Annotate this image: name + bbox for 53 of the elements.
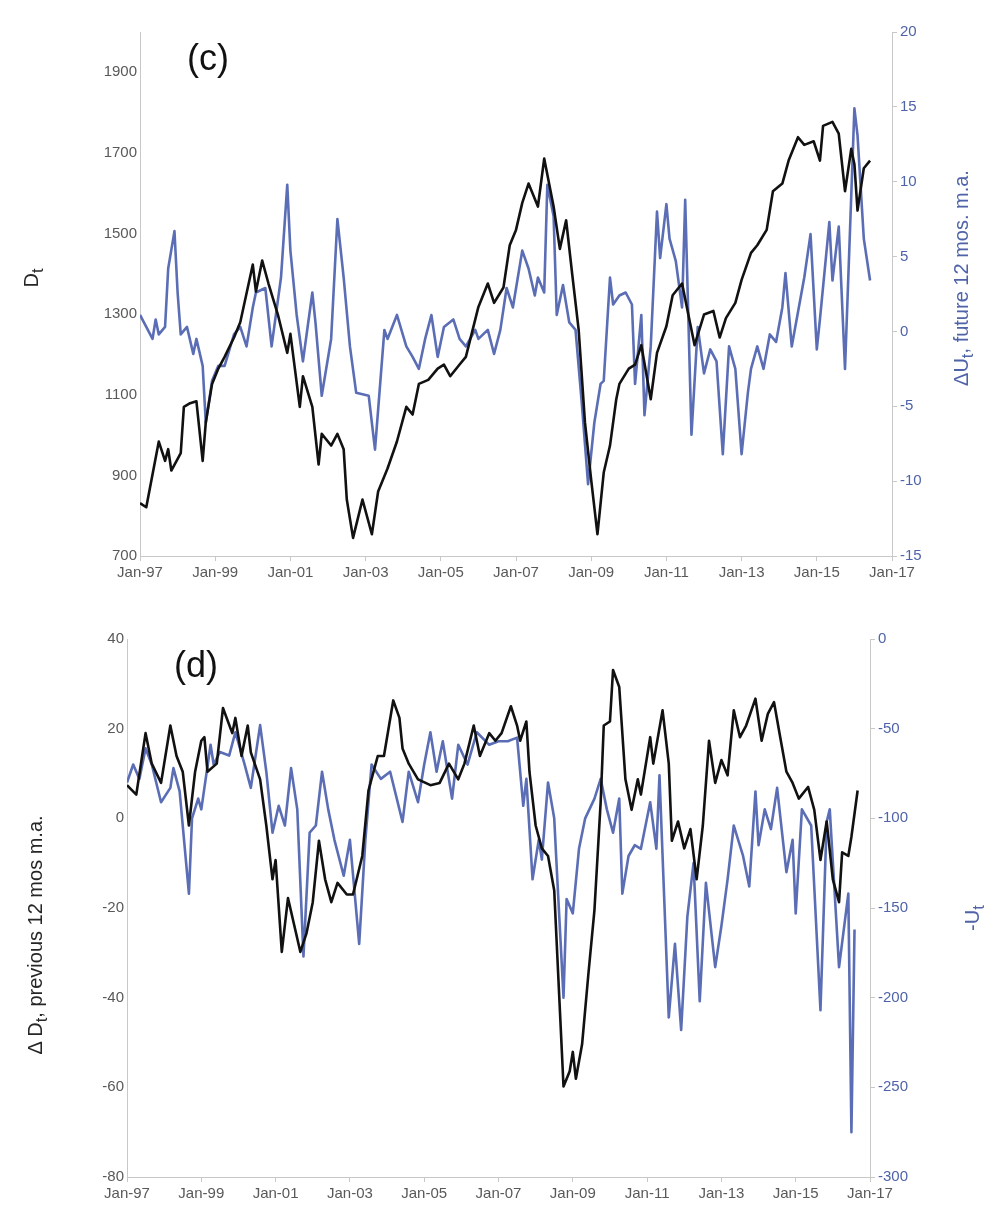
y2-tick-label: 20 [900, 22, 917, 40]
y2-tick-label: 15 [900, 97, 917, 114]
x-tick-label: Jan-09 [549, 1184, 596, 1202]
y2-tick-label: -10 [900, 471, 922, 489]
y2-tick-label: -5 [900, 396, 914, 414]
y2-tick-label: -250 [878, 1077, 909, 1095]
x-tick-label: Jan-17 [847, 1184, 893, 1202]
y2-tick-label: -150 [878, 898, 909, 916]
y-tick-label: 40 [107, 629, 124, 647]
y2-tick-label: -15 [900, 546, 922, 564]
y-tick-label: 900 [111, 465, 137, 483]
y2-tick-label: -200 [878, 987, 909, 1005]
y-tick-label: 1100 [104, 384, 137, 402]
x-tick-label: Jan-11 [644, 563, 689, 581]
x-tick-label: Jan-01 [252, 1184, 299, 1202]
x-tick-label: Jan-03 [342, 563, 389, 581]
y2-tick-label: -300 [878, 1167, 909, 1185]
annotation: (d) [174, 643, 218, 685]
y-tick-label: -60 [102, 1077, 124, 1095]
x-tick-label: Jan-97 [104, 1184, 150, 1202]
x-tick-label: Jan-17 [869, 563, 915, 581]
x-tick-label: Jan-97 [117, 563, 163, 581]
y-tick-label: 700 [111, 546, 137, 564]
x-tick-label: Jan-07 [493, 563, 539, 581]
x-tick-label: Jan-09 [568, 563, 615, 581]
x-tick-label: Jan-13 [718, 563, 765, 581]
y-tick-label: 1900 [103, 62, 137, 80]
x-tick-label: Jan-03 [326, 1184, 373, 1202]
y-tick-label: -20 [102, 898, 124, 916]
y-tick-label: 1700 [103, 143, 137, 161]
annotation: (c) [187, 36, 229, 78]
x-tick-label: Jan-15 [793, 563, 840, 581]
y2-tick-label: 0 [900, 321, 909, 339]
x-tick-label: Jan-05 [401, 1184, 448, 1202]
y-tick-label: -80 [102, 1167, 124, 1185]
y2-tick-label: 0 [878, 629, 887, 647]
x-tick-label: Jan-99 [178, 1184, 225, 1202]
y2-tick-label: 10 [900, 171, 917, 189]
x-tick-label: Jan-05 [417, 563, 464, 581]
y2-tick-label: -50 [878, 718, 900, 736]
y-tick-label: 1500 [103, 223, 137, 241]
y-tick-label: -40 [102, 987, 124, 1005]
x-tick-label: Jan-15 [772, 1184, 819, 1202]
x-tick-label: Jan-07 [475, 1184, 522, 1202]
x-tick-label: Jan-01 [267, 563, 314, 581]
x-tick-label: Jan-11 [624, 1184, 670, 1202]
x-tick-label: Jan-13 [698, 1184, 745, 1202]
y-tick-label: 0 [115, 808, 124, 826]
y-tick-label: 1300 [103, 304, 137, 322]
y2-tick-label: -100 [878, 808, 909, 826]
y-tick-label: 20 [107, 718, 124, 736]
y2-tick-label: 5 [900, 246, 909, 264]
x-tick-label: Jan-99 [192, 563, 239, 581]
